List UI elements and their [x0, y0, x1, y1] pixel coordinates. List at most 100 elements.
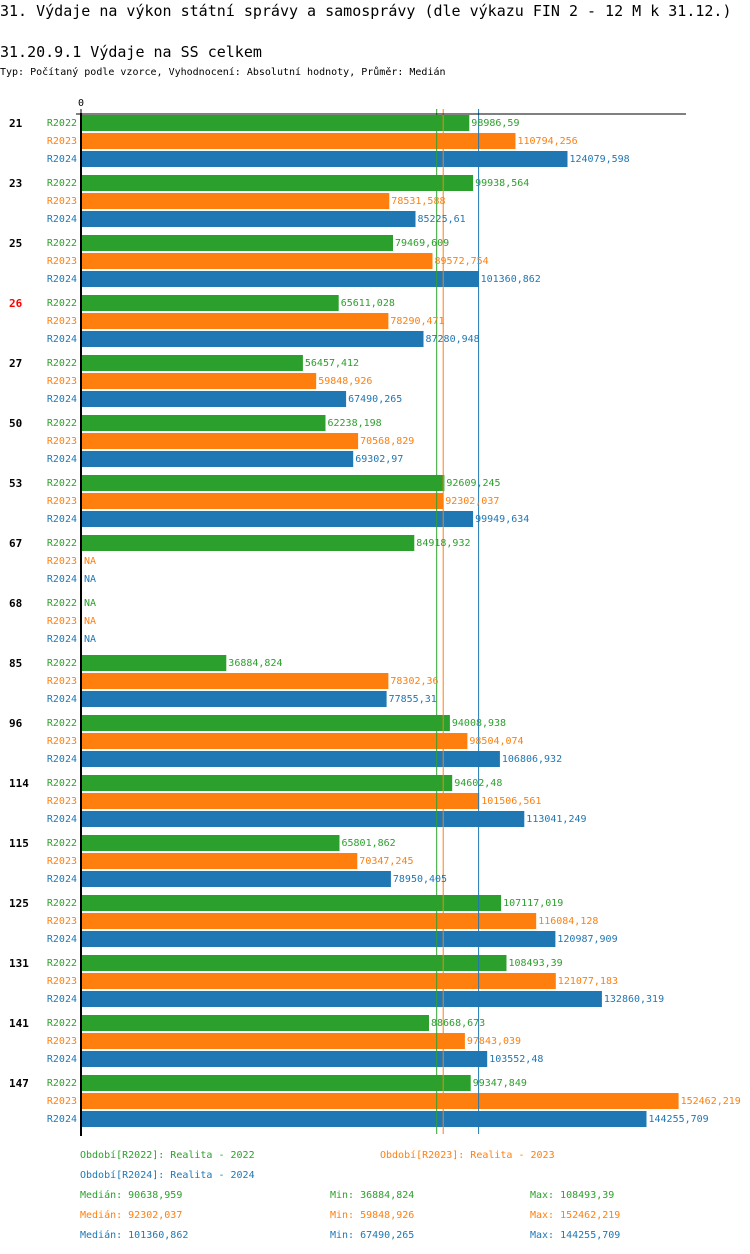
bar-r2024-125	[82, 931, 556, 947]
bar-r2023-125	[82, 913, 537, 929]
series-label: R2024	[47, 634, 77, 645]
bar-r2022-115	[82, 835, 340, 851]
value-label: 98986,59	[471, 118, 519, 129]
value-label: 98504,074	[469, 736, 523, 747]
value-label: 107117,019	[503, 898, 563, 909]
series-label: R2022	[47, 778, 77, 789]
series-label: R2024	[47, 334, 77, 345]
value-label: 121077,183	[558, 976, 618, 987]
bar-r2024-53	[82, 511, 474, 527]
bar-r2022-27	[82, 355, 303, 371]
value-label: 97843,039	[467, 1036, 521, 1047]
series-label: R2022	[47, 178, 77, 189]
bar-r2022-26	[82, 295, 339, 311]
series-label: R2022	[47, 1018, 77, 1029]
bar-r2023-96	[82, 733, 468, 749]
bar-r2022-50	[82, 415, 326, 431]
series-label: R2022	[47, 238, 77, 249]
series-label: R2022	[47, 598, 77, 609]
series-label: R2023	[47, 1096, 77, 1107]
series-label: R2024	[47, 994, 77, 1005]
series-label: R2024	[47, 1114, 77, 1125]
bar-r2023-131	[82, 973, 556, 989]
value-label: 87280,948	[426, 334, 480, 345]
bar-r2023-50	[82, 433, 359, 449]
value-label: 70568,829	[360, 436, 414, 447]
bar-r2023-21	[82, 133, 516, 149]
series-label: R2022	[47, 658, 77, 669]
category-label: 115	[9, 837, 29, 850]
bar-r2023-27	[82, 373, 317, 389]
bar-r2023-23	[82, 193, 390, 209]
value-label: 92609,245	[446, 478, 500, 489]
series-label: R2024	[47, 274, 77, 285]
value-label: 78290,471	[390, 316, 444, 327]
value-label: 36884,824	[228, 658, 282, 669]
legend-period-r2024: Období[R2024]: Realita - 2024	[80, 1170, 255, 1181]
series-label: R2023	[47, 316, 77, 327]
bar-r2023-115	[82, 853, 358, 869]
bar-r2023-147	[82, 1093, 679, 1109]
value-label: 92302,037	[445, 496, 499, 507]
category-label: 23	[9, 177, 22, 190]
series-label: R2023	[47, 496, 77, 507]
series-label: R2024	[47, 874, 77, 885]
bar-r2022-23	[82, 175, 474, 191]
series-label: R2024	[47, 1054, 77, 1065]
value-label: NA	[84, 598, 96, 609]
bar-r2024-147	[82, 1111, 647, 1127]
category-label: 114	[9, 777, 29, 790]
value-label: 101360,862	[481, 274, 541, 285]
value-label: 116084,128	[538, 916, 598, 927]
bar-r2022-25	[82, 235, 393, 251]
value-label: 78302,36	[390, 676, 438, 687]
bar-r2023-25	[82, 253, 433, 269]
legend-median-r2024: Medián: 101360,862	[80, 1230, 189, 1241]
value-label: NA	[84, 634, 96, 645]
legend-min-r2024: Min: 67490,265	[330, 1230, 415, 1241]
series-label: R2023	[47, 796, 77, 807]
series-label: R2023	[47, 976, 77, 987]
value-label: 101506,561	[481, 796, 541, 807]
legend-max-r2022: Max: 108493,39	[530, 1190, 615, 1201]
value-label: 84918,932	[416, 538, 470, 549]
series-label: R2023	[47, 196, 77, 207]
value-label: 94008,938	[452, 718, 506, 729]
category-label: 125	[9, 897, 29, 910]
bar-r2024-115	[82, 871, 391, 887]
bar-r2022-67	[82, 535, 415, 551]
value-label: 89572,754	[435, 256, 489, 267]
value-label: 56457,412	[305, 358, 359, 369]
bar-r2023-26	[82, 313, 389, 329]
series-label: R2023	[47, 556, 77, 567]
bar-r2024-85	[82, 691, 387, 707]
value-label: 120987,909	[557, 934, 617, 945]
series-label: R2024	[47, 694, 77, 705]
value-label: 106806,932	[502, 754, 562, 765]
bars-layer	[82, 115, 679, 1127]
value-label: 67490,265	[348, 394, 402, 405]
value-label: 152462,219	[681, 1096, 741, 1107]
bar-r2023-141	[82, 1033, 465, 1049]
series-label: R2023	[47, 376, 77, 387]
category-label: 96	[9, 717, 23, 730]
value-label: 65801,862	[342, 838, 396, 849]
legend-period-r2022: Období[R2022]: Realita - 2022	[80, 1150, 255, 1161]
value-label: 113041,249	[526, 814, 586, 825]
value-label: 88668,673	[431, 1018, 485, 1029]
bar-r2024-50	[82, 451, 354, 467]
series-label: R2024	[47, 574, 77, 585]
axis: 0	[76, 98, 686, 1136]
category-label: 26	[9, 297, 23, 310]
median-lines	[436, 109, 480, 1134]
series-label: R2023	[47, 916, 77, 927]
legend-max-r2023: Max: 152462,219	[530, 1210, 621, 1221]
value-label: NA	[84, 574, 96, 585]
bar-r2024-27	[82, 391, 347, 407]
bar-r2022-147	[82, 1075, 471, 1091]
series-label: R2022	[47, 898, 77, 909]
bar-r2022-141	[82, 1015, 429, 1031]
value-label: 144255,709	[649, 1114, 709, 1125]
series-label: R2024	[47, 454, 77, 465]
series-label: R2022	[47, 418, 77, 429]
